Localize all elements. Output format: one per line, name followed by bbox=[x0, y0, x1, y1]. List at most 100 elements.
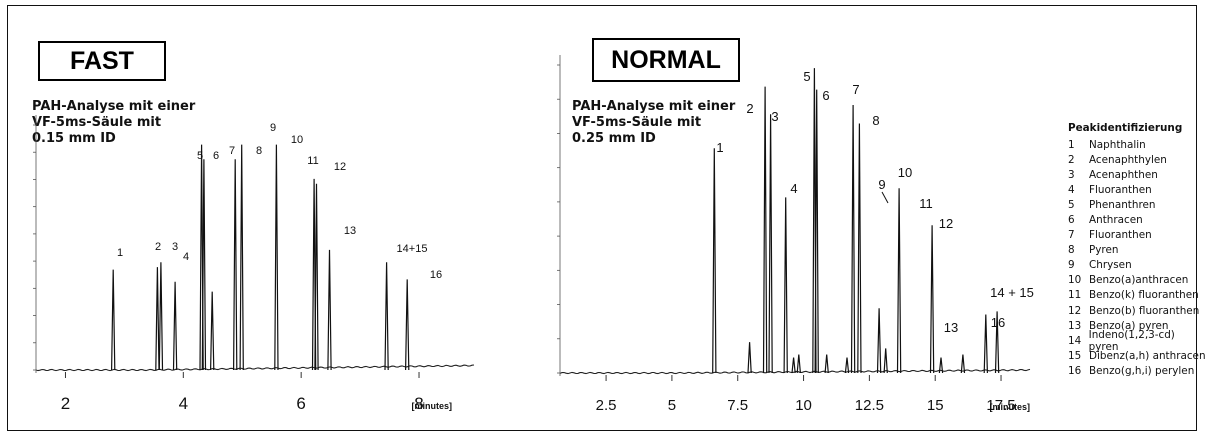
legend-item-number: 5 bbox=[1068, 198, 1075, 211]
peak-label: 7 bbox=[229, 145, 235, 157]
x-tick-label: 5 bbox=[668, 397, 676, 414]
peak-label: 13 bbox=[344, 225, 356, 237]
legend-item-number: 3 bbox=[1068, 168, 1075, 181]
legend-item: 7 Fluoranthen bbox=[1068, 228, 1206, 243]
legend-item: 15 Dibenz(a,h) anthracen bbox=[1068, 348, 1206, 363]
x-tick-label: 2.5 bbox=[596, 397, 617, 414]
legend-item: 16 Benzo(g,h,i) perylen bbox=[1068, 363, 1206, 378]
legend-item-number: 6 bbox=[1068, 214, 1075, 227]
legend-item-number: 11 bbox=[1068, 289, 1082, 302]
peak-trace bbox=[850, 104, 856, 374]
fast-annotation: PAH-Analyse mit einer VF-5ms-Säule mit 0… bbox=[32, 99, 196, 146]
legend-item-name: Anthracen bbox=[1089, 214, 1143, 227]
peak-label: 14 + 15 bbox=[990, 285, 1034, 300]
peak-trace bbox=[938, 357, 944, 374]
peak-label: 9 bbox=[270, 122, 276, 134]
x-tick-label: 2 bbox=[61, 394, 70, 413]
peak-label: 8 bbox=[256, 145, 262, 157]
legend-item-name: Acenaphthylen bbox=[1089, 153, 1167, 166]
legend-item: 6 Anthracen bbox=[1068, 212, 1206, 227]
legend-item: 10 Benzo(a)anthracen bbox=[1068, 273, 1206, 288]
peak-label: 16 bbox=[430, 269, 442, 281]
peak-label: 11 bbox=[307, 155, 318, 167]
peak-trace bbox=[111, 269, 116, 371]
peak-trace bbox=[384, 262, 389, 371]
x-tick-label: 12.5 bbox=[855, 397, 884, 414]
legend-item-number: 13 bbox=[1068, 319, 1082, 332]
legend-item-name: Benzo(b) fluoranthen bbox=[1089, 304, 1200, 317]
legend-title: Peakidentifizierung bbox=[1068, 122, 1183, 134]
legend-item: 12 Benzo(b) fluoranthen bbox=[1068, 303, 1206, 318]
figure-border bbox=[7, 5, 1197, 431]
normal-annotation: PAH-Analyse mit einer VF-5ms-Säule mit 0… bbox=[572, 99, 736, 146]
peak-trace bbox=[876, 308, 882, 374]
legend-item-name: Acenaphthen bbox=[1089, 168, 1158, 181]
legend-item-number: 1 bbox=[1068, 138, 1075, 151]
legend-item-name: Fluoranthen bbox=[1089, 229, 1152, 242]
legend-item-number: 7 bbox=[1068, 229, 1075, 242]
baseline-trace bbox=[35, 364, 475, 372]
x-tick-label: 17.5 bbox=[986, 397, 1015, 414]
peak-label: 4 bbox=[790, 181, 797, 196]
legend-item: 5 Phenanthren bbox=[1068, 197, 1206, 212]
legend-item-number: 12 bbox=[1068, 304, 1082, 317]
peak-label: 16 bbox=[991, 315, 1005, 330]
legend-item: 9 Chrysen bbox=[1068, 258, 1206, 273]
peak-trace bbox=[814, 89, 819, 374]
peak-label: 5 bbox=[803, 69, 810, 84]
x-unit-label: [minutes] bbox=[412, 401, 453, 411]
legend-item: 4 Fluoranthen bbox=[1068, 182, 1206, 197]
peak-label: 12 bbox=[334, 161, 346, 173]
legend-item-number: 8 bbox=[1068, 244, 1075, 257]
peak-trace bbox=[994, 311, 1000, 374]
legend-item-name: Naphthalin bbox=[1089, 138, 1146, 151]
peak-trace bbox=[791, 357, 796, 374]
x-tick-label: 6 bbox=[296, 394, 305, 413]
legend-item-name: Benzo(g,h,i) perylen bbox=[1089, 364, 1195, 377]
peak-label: 13 bbox=[944, 320, 958, 335]
legend-item: 2 Acenaphthylen bbox=[1068, 152, 1206, 167]
peak-legend: Peakidentifizierung 1 Naphthalin 2 Acenapht… bbox=[1068, 122, 1206, 379]
peak-trace bbox=[896, 188, 902, 374]
x-tick-label: 10 bbox=[795, 397, 812, 414]
peak-trace bbox=[327, 249, 332, 371]
peak-label: 2 bbox=[746, 101, 753, 116]
legend-item: 3 Acenaphthen bbox=[1068, 167, 1206, 182]
normal-badge: NORMAL bbox=[592, 38, 740, 82]
legend-item: 11 Benzo(k) fluoranthen bbox=[1068, 288, 1206, 303]
peak-trace bbox=[824, 354, 829, 374]
peak-label: 11 bbox=[919, 196, 933, 211]
peak-trace bbox=[158, 262, 164, 371]
peak-trace bbox=[233, 159, 238, 371]
peak-label: 2 bbox=[155, 241, 161, 253]
x-tick-label: 4 bbox=[179, 394, 188, 413]
legend-item-number: 14 bbox=[1068, 334, 1082, 347]
legend-item: 1 Naphthalin bbox=[1068, 137, 1206, 152]
legend-item: 14 Indeno(1,2,3-cd) pyren bbox=[1068, 329, 1206, 353]
legend-item-number: 4 bbox=[1068, 183, 1075, 196]
peak-label: 1 bbox=[716, 140, 723, 155]
peak-label: 5 bbox=[197, 150, 203, 162]
peak-9-leader bbox=[881, 191, 889, 204]
peak-label: 6 bbox=[213, 150, 219, 162]
legend-item-name: Fluoranthen bbox=[1089, 183, 1152, 196]
x-tick-label: 15 bbox=[927, 397, 944, 414]
peak-trace bbox=[314, 183, 319, 371]
peak-label: 3 bbox=[771, 109, 778, 124]
peak-label: 12 bbox=[939, 216, 953, 231]
legend-item-name: Dibenz(a,h) anthracen bbox=[1089, 349, 1206, 362]
peak-trace bbox=[783, 197, 788, 374]
peak-label: 7 bbox=[852, 82, 859, 97]
peak-label: 4 bbox=[183, 251, 189, 263]
peak-trace bbox=[405, 279, 410, 371]
peak-trace bbox=[712, 148, 717, 374]
x-tick-label: 8 bbox=[414, 394, 423, 413]
peak-trace bbox=[201, 159, 207, 371]
legend-item-number: 9 bbox=[1068, 259, 1075, 272]
peak-trace bbox=[155, 267, 160, 371]
peak-label: 3 bbox=[172, 241, 178, 253]
legend-item-number: 10 bbox=[1068, 274, 1082, 287]
peak-label: 8 bbox=[872, 113, 879, 128]
